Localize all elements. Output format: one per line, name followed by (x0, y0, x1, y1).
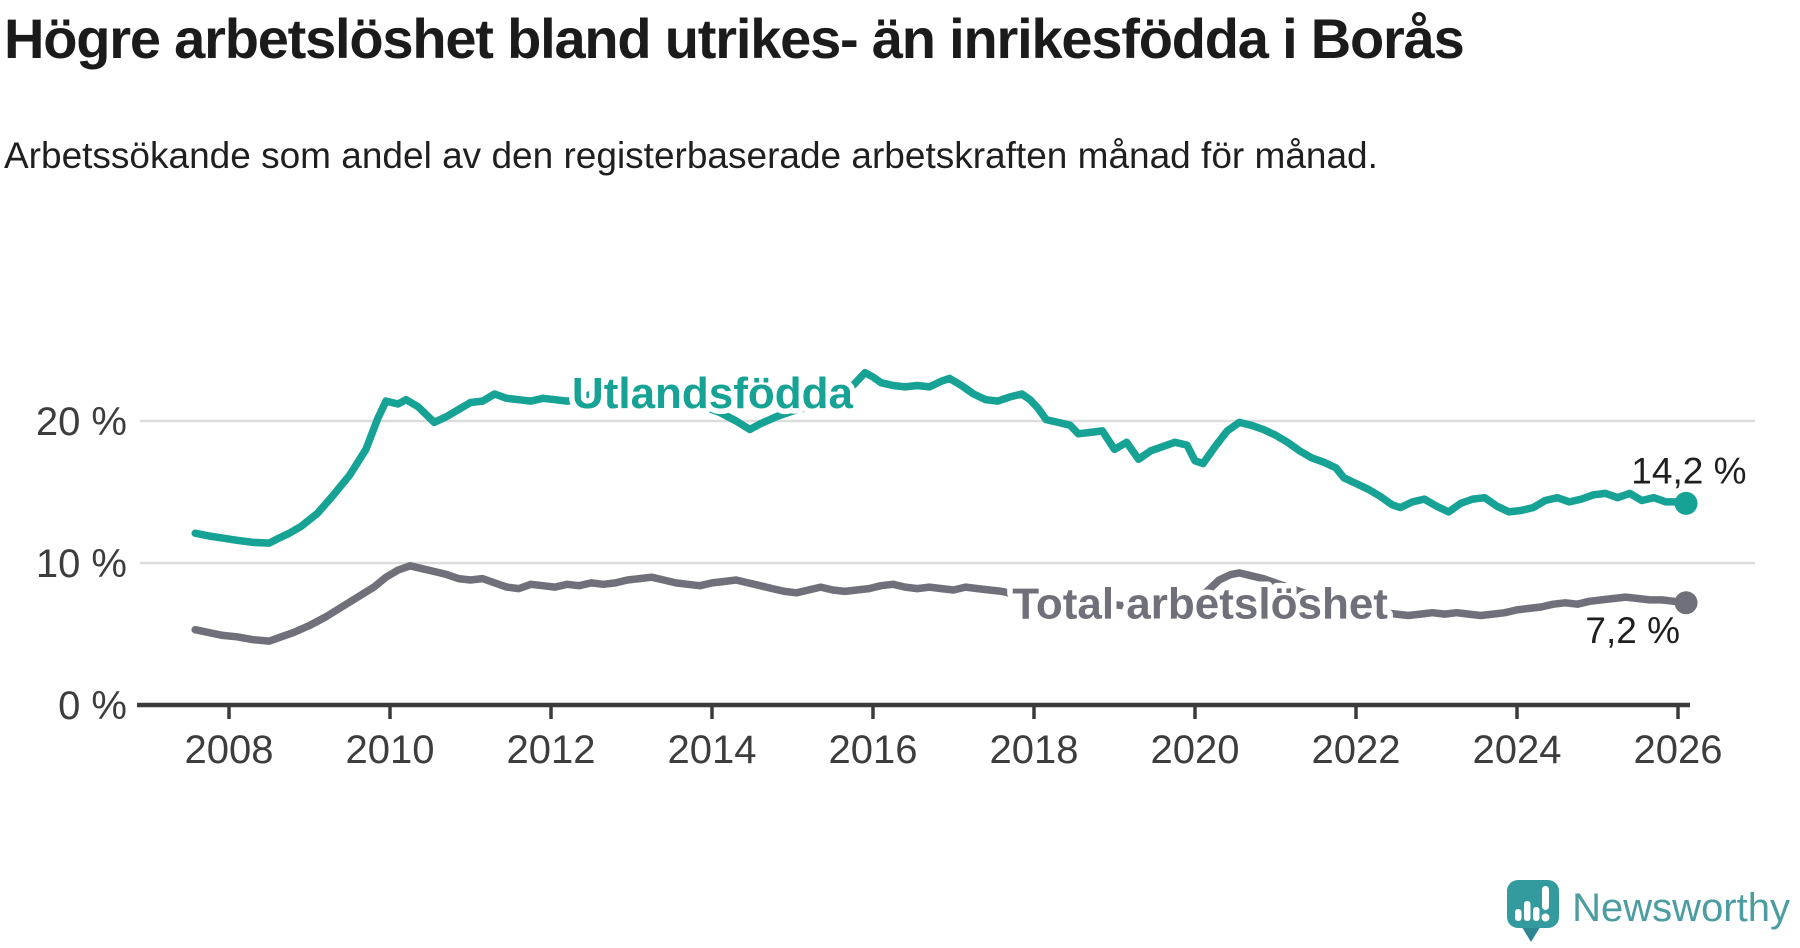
y-tick-label: 20 % (36, 400, 127, 444)
series-end-dot-utlandsfodda (1674, 491, 1698, 515)
page-title: Högre arbetslöshet bland utrikes- än inr… (4, 7, 1465, 70)
x-tick-label: 2008 (185, 728, 274, 772)
x-tick-label: 2022 (1312, 728, 1401, 772)
newsworthy-logo: Newsworthy (1504, 878, 1790, 944)
series-end-value-total: 7,2 % (1585, 610, 1680, 651)
x-tick-label: 2014 (668, 728, 757, 772)
series-end-dot-total (1674, 591, 1698, 615)
logo-barchart-glyph (1515, 886, 1550, 922)
newsworthy-logo-icon (1507, 880, 1560, 942)
series-label-utlandsfodda: Utlandsfödda (572, 369, 854, 418)
series-end-value-utlandsfodda: 14,2 % (1631, 450, 1746, 491)
x-tick-label: 2024 (1473, 728, 1562, 772)
x-tick-label: 2020 (1151, 728, 1240, 772)
series-label-total: Total arbetslöshet (1012, 579, 1388, 628)
x-tick-label: 2016 (829, 728, 918, 772)
x-tick-label: 2018 (990, 728, 1079, 772)
series-line-total (191, 562, 1690, 645)
series-line-utlandsfodda (191, 368, 1690, 547)
x-tick-label: 2010 (346, 728, 435, 772)
x-tick-label: 2026 (1634, 728, 1723, 772)
newsworthy-logo-text: Newsworthy (1572, 886, 1790, 930)
x-tick-label: 2012 (507, 728, 596, 772)
chart-subtitle: Arbetssökande som andel av den registerb… (4, 135, 1378, 176)
y-tick-label: 10 % (36, 542, 127, 586)
y-tick-label: 0 % (58, 684, 127, 728)
